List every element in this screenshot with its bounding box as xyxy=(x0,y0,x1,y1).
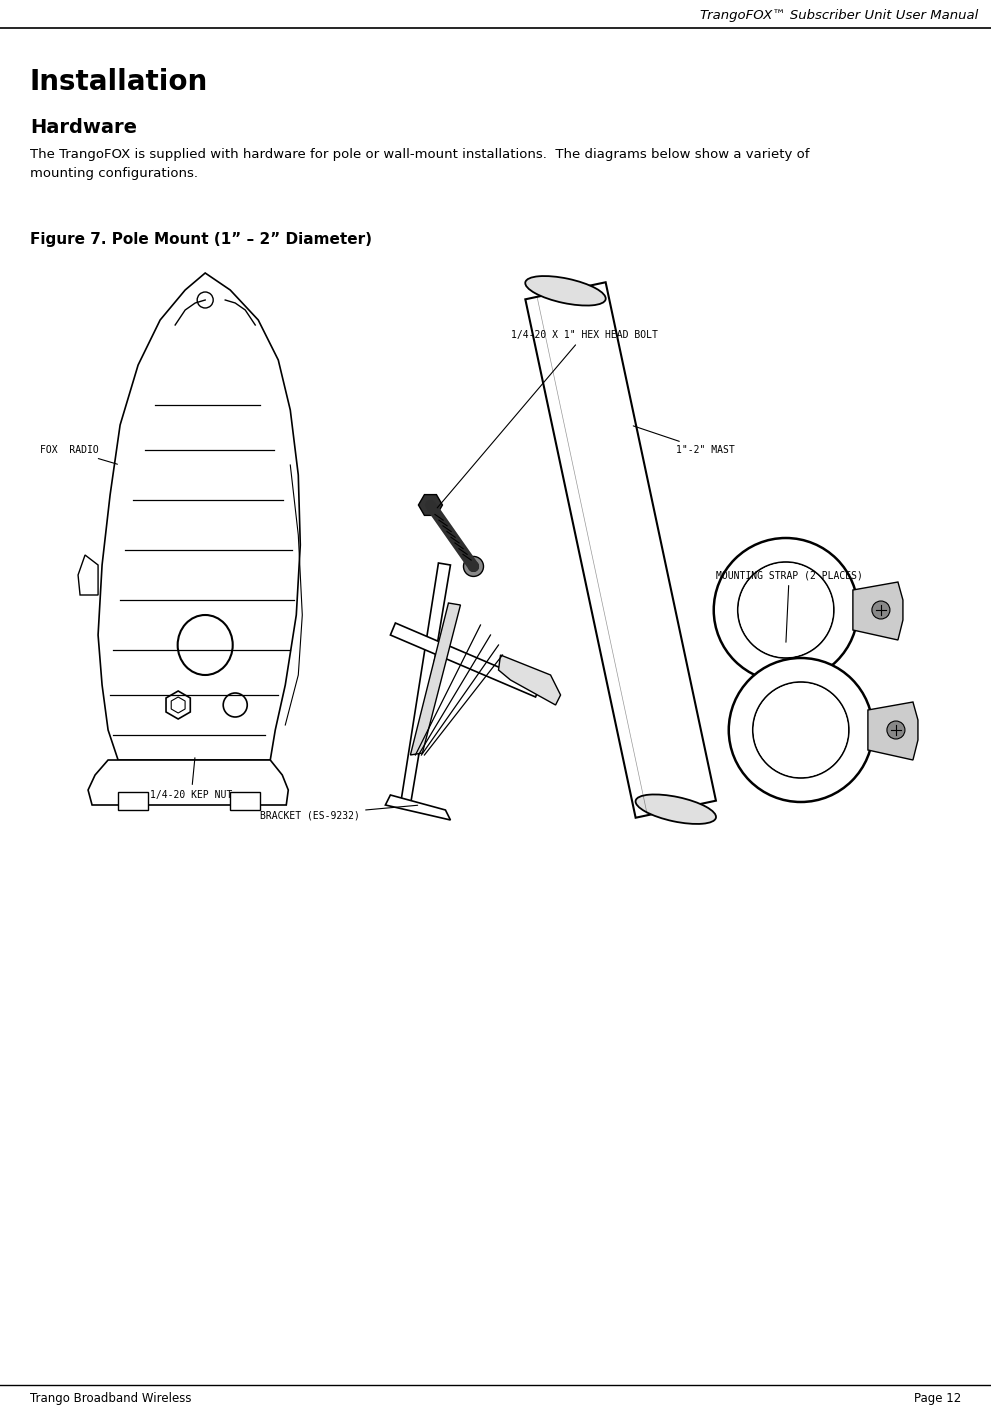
Ellipse shape xyxy=(177,615,233,674)
Circle shape xyxy=(464,556,484,577)
Text: Installation: Installation xyxy=(30,68,208,96)
Text: The TrangoFOX is supplied with hardware for pole or wall-mount installations.  T: The TrangoFOX is supplied with hardware … xyxy=(30,148,810,181)
Polygon shape xyxy=(418,495,442,515)
Polygon shape xyxy=(400,563,451,806)
Text: FOX  RADIO: FOX RADIO xyxy=(40,444,117,464)
Polygon shape xyxy=(390,624,540,697)
Circle shape xyxy=(197,292,213,308)
Text: MOUNTING STRAP (2 PLACES): MOUNTING STRAP (2 PLACES) xyxy=(716,570,862,642)
Text: Trango Broadband Wireless: Trango Broadband Wireless xyxy=(30,1393,191,1405)
Ellipse shape xyxy=(635,794,716,824)
Text: BRACKET (ES-9232): BRACKET (ES-9232) xyxy=(261,806,417,820)
Circle shape xyxy=(887,721,905,739)
Circle shape xyxy=(728,658,873,801)
Text: 1/4-20 KEP NUT: 1/4-20 KEP NUT xyxy=(150,758,232,800)
Text: Figure 7. Pole Mount (1” – 2” Diameter): Figure 7. Pole Mount (1” – 2” Diameter) xyxy=(30,231,372,247)
Polygon shape xyxy=(868,703,918,761)
Polygon shape xyxy=(853,581,903,641)
Text: Page 12: Page 12 xyxy=(914,1393,961,1405)
Bar xyxy=(230,792,261,810)
Text: 1/4-20 X 1" HEX HEAD BOLT: 1/4-20 X 1" HEX HEAD BOLT xyxy=(437,330,657,508)
Polygon shape xyxy=(78,555,98,595)
Text: TrangoFOX™ Subscriber Unit User Manual: TrangoFOX™ Subscriber Unit User Manual xyxy=(700,8,978,23)
Circle shape xyxy=(753,682,849,777)
Circle shape xyxy=(469,562,479,571)
Polygon shape xyxy=(171,697,185,713)
Polygon shape xyxy=(98,272,300,761)
Bar xyxy=(118,792,148,810)
Circle shape xyxy=(872,601,890,619)
Text: 1"-2" MAST: 1"-2" MAST xyxy=(633,426,734,454)
Circle shape xyxy=(714,538,858,682)
Circle shape xyxy=(223,693,247,717)
Circle shape xyxy=(738,563,832,658)
Polygon shape xyxy=(385,794,451,820)
Polygon shape xyxy=(525,282,716,818)
Polygon shape xyxy=(410,602,461,755)
Circle shape xyxy=(754,683,848,777)
Polygon shape xyxy=(88,761,288,806)
Ellipse shape xyxy=(525,277,606,306)
Text: Hardware: Hardware xyxy=(30,119,137,137)
Circle shape xyxy=(737,562,833,658)
Polygon shape xyxy=(498,655,561,706)
Polygon shape xyxy=(166,691,190,720)
